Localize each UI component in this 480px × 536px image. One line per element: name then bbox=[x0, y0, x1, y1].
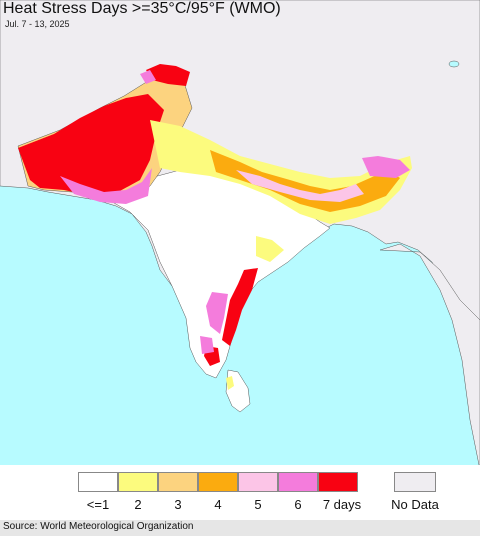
legend-label-7: 7 days bbox=[322, 497, 362, 512]
region-sri-lanka-yellow bbox=[226, 376, 234, 390]
legend-swatch-2 bbox=[118, 472, 158, 492]
region-north-pink bbox=[140, 70, 156, 84]
region-pakistan-pink bbox=[60, 168, 152, 204]
region-north-red bbox=[146, 64, 190, 86]
legend-swatch-6 bbox=[278, 472, 318, 492]
region-eastcoast-red bbox=[222, 268, 258, 346]
legend-label-nodata: No Data bbox=[391, 497, 439, 512]
region-assam-pink bbox=[362, 156, 410, 178]
land-east-nodata bbox=[379, 243, 480, 471]
legend-label-6: 6 bbox=[294, 497, 302, 512]
legend-swatch-4 bbox=[198, 472, 238, 492]
legend-label-le1: <=1 bbox=[86, 497, 110, 512]
legend-swatch-3 bbox=[158, 472, 198, 492]
region-pakistan-red bbox=[18, 94, 164, 196]
legend-label-5: 5 bbox=[254, 497, 262, 512]
region-central-yellow bbox=[256, 236, 284, 262]
region-gangetic-pink bbox=[236, 170, 364, 202]
legend-swatch-le1 bbox=[78, 472, 118, 492]
region-eastcoast-pink bbox=[206, 292, 228, 334]
region-south-pink bbox=[200, 336, 214, 354]
source-credit: Source: World Meteorological Organizatio… bbox=[3, 521, 194, 532]
legend-swatch-7 bbox=[318, 472, 358, 492]
legend-label-2: 2 bbox=[134, 497, 142, 512]
map-date-range: Jul. 7 - 13, 2025 bbox=[5, 19, 70, 29]
island-northeast bbox=[448, 60, 460, 68]
source-bar bbox=[0, 520, 480, 536]
legend-label-4: 4 bbox=[214, 497, 222, 512]
heat-stress-map bbox=[0, 0, 480, 520]
legend-swatch-nodata bbox=[394, 472, 436, 492]
legend-label-3: 3 bbox=[174, 497, 182, 512]
legend-swatch-5 bbox=[238, 472, 278, 492]
map-title: Heat Stress Days >=35°C/95°F (WMO) bbox=[3, 0, 281, 17]
